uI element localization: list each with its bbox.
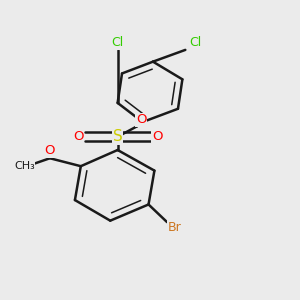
Text: Cl: Cl [190,36,202,49]
Text: CH₃: CH₃ [14,161,35,171]
Text: O: O [45,144,55,158]
Text: Cl: Cl [112,36,124,49]
Text: Br: Br [168,221,181,234]
Text: O: O [73,130,83,143]
Text: O: O [136,113,146,127]
Text: O: O [152,130,162,143]
Text: S: S [113,129,122,144]
